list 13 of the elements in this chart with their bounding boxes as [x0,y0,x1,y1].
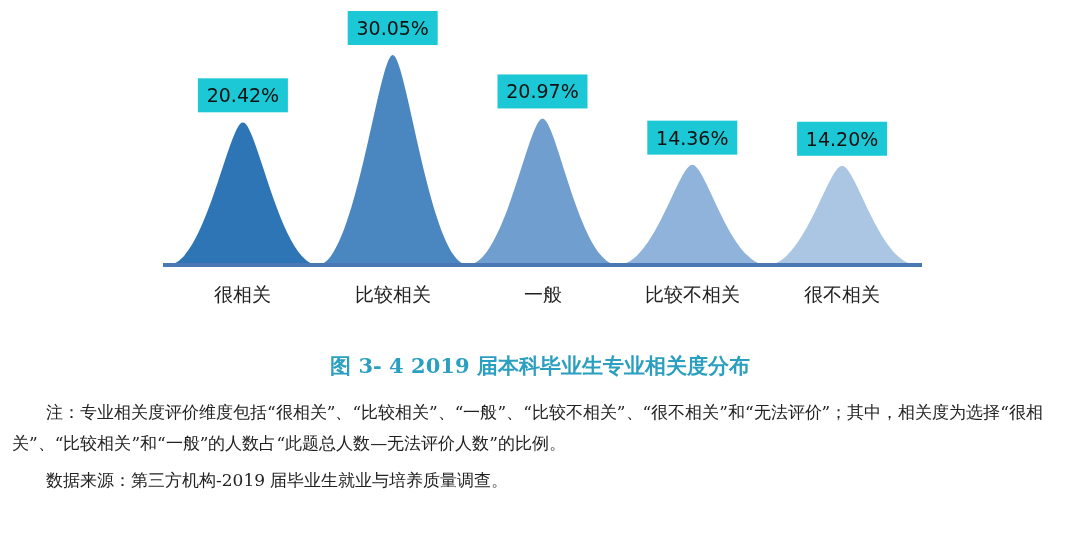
text: 注：专业相关度评价维度包括“很相关”、“比较相关”、“一般”、“比较不相关”、“很不相关”和“无法评价”；其中，相关度为选择“很相关”、“比较相关”和“一般”的人数占“此题总人数—无法评价人数”的比例。 [12,401,1044,455]
data-label: 30.05% [356,17,429,39]
x-tick-label: 很不相关 [804,283,881,305]
x-tick-label: 很相关 [214,283,272,305]
source-note: 数据来源：第三方机构-2019 届毕业生就业与培养质量调查。 [45,469,510,492]
data-label: 20.42% [206,84,280,107]
x-tick-label: 比较相关 [354,283,431,305]
data-label: 14.20% [805,127,879,150]
data-label: 20.97% [506,80,579,103]
data-label: 14.36% [656,126,729,149]
x-tick-label: 比较不相关 [644,283,740,305]
text: 图 3- 4 2019 届本科毕业生专业相关度分布 [329,352,751,380]
x-tick-label: 一般 [523,283,562,305]
